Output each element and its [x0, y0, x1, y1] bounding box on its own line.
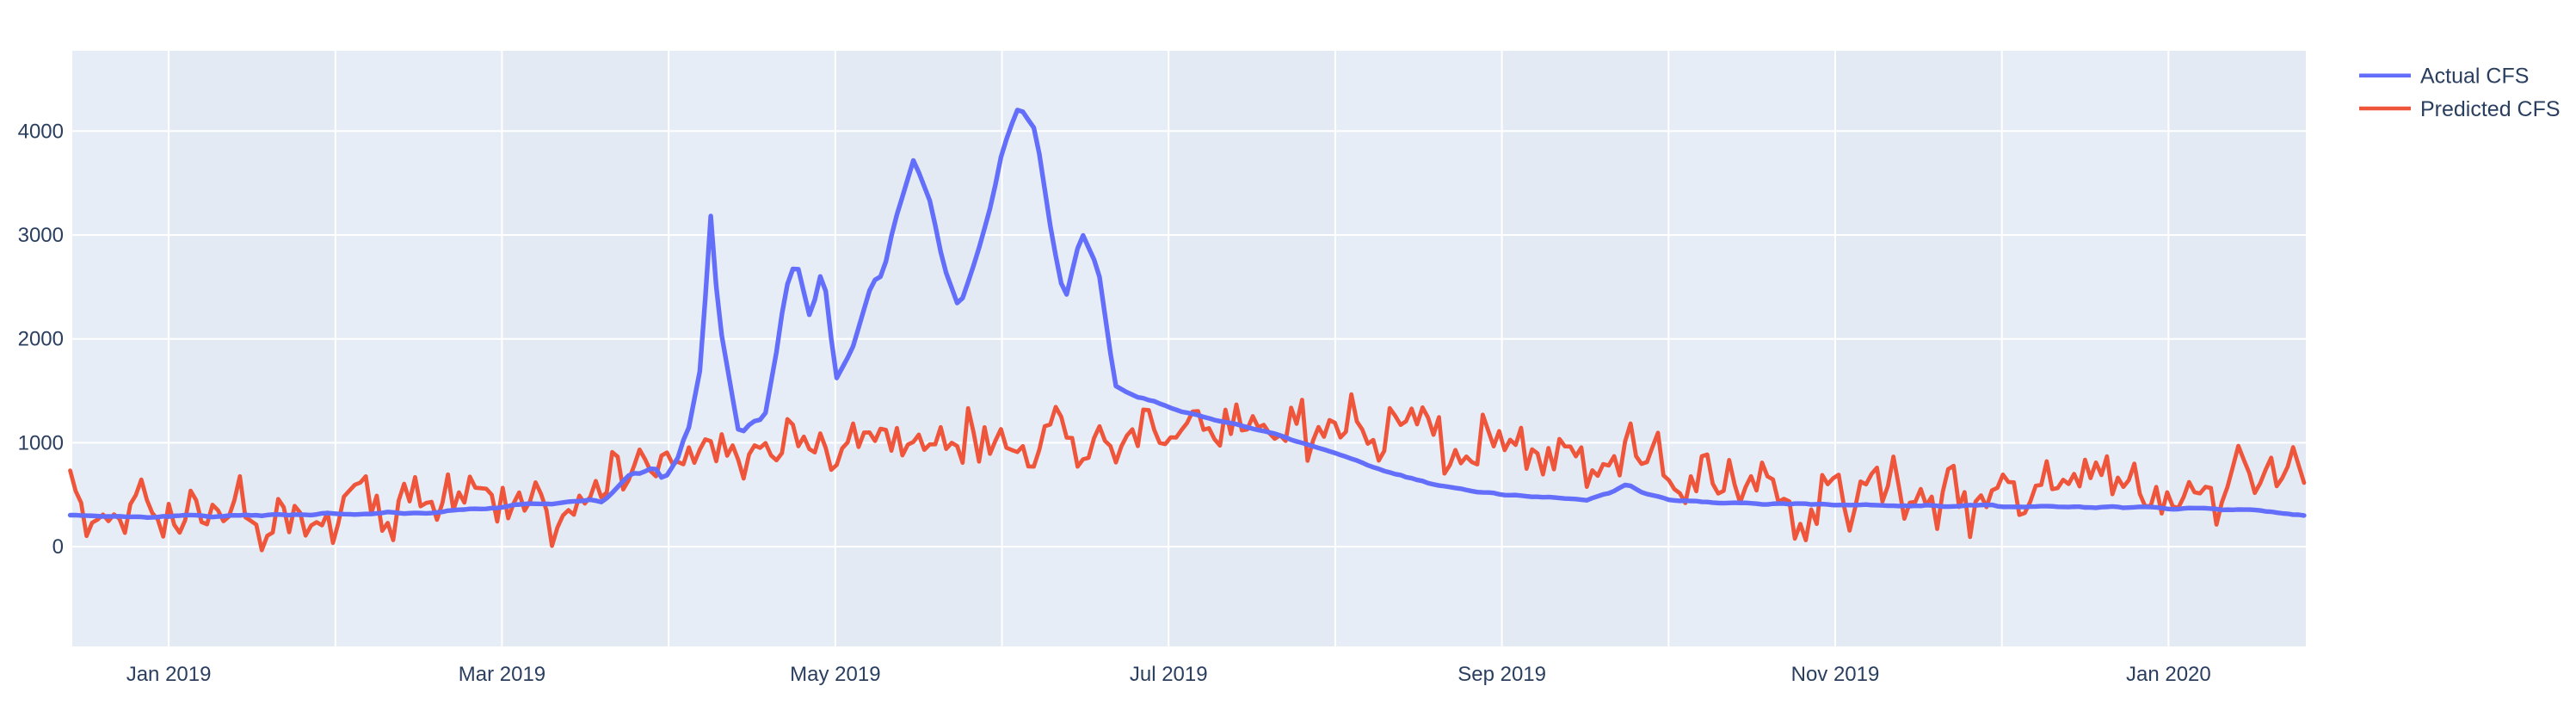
svg-text:Actual CFS: Actual CFS [2420, 65, 2529, 89]
svg-text:May 2019: May 2019 [790, 663, 880, 686]
svg-text:4000: 4000 [18, 120, 64, 143]
svg-text:Nov 2019: Nov 2019 [1791, 663, 1880, 686]
svg-text:0: 0 [52, 535, 64, 559]
svg-text:Predicted CFS: Predicted CFS [2420, 97, 2561, 121]
svg-text:Sep 2019: Sep 2019 [1457, 663, 1546, 686]
svg-text:3000: 3000 [18, 224, 64, 247]
svg-text:Jul 2019: Jul 2019 [1130, 663, 1208, 686]
svg-text:1000: 1000 [18, 431, 64, 454]
svg-text:Mar 2019: Mar 2019 [459, 663, 545, 686]
svg-text:Jan 2019: Jan 2019 [126, 663, 212, 686]
svg-text:2000: 2000 [18, 328, 64, 351]
svg-text:Jan 2020: Jan 2020 [2126, 663, 2211, 686]
